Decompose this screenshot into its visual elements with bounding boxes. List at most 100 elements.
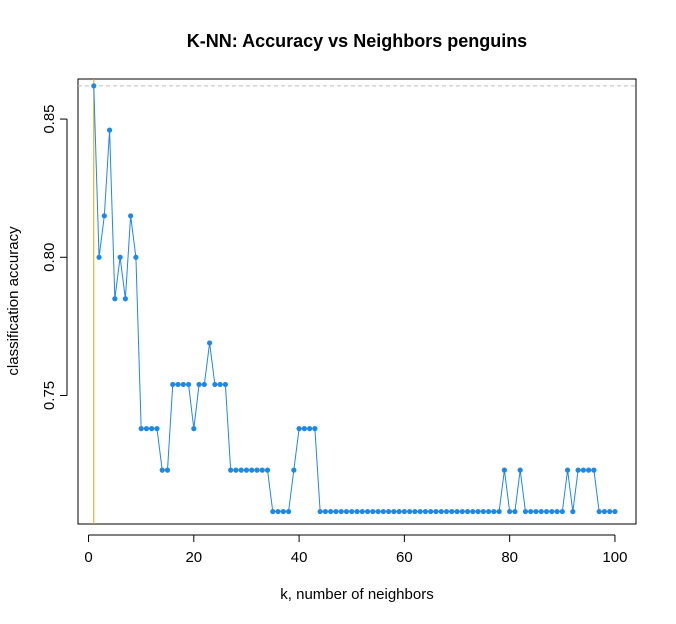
accuracy-point: [517, 467, 523, 473]
y-tick-label: 0.75: [41, 381, 58, 410]
accuracy-point: [164, 467, 171, 473]
accuracy-point: [222, 381, 228, 388]
plot-layer: 0 20 40 60 80 100 0.75 0.80 0.85: [41, 78, 637, 566]
x-tick-label: 20: [185, 549, 202, 566]
accuracy-point: [496, 508, 502, 515]
accuracy-point: [559, 508, 565, 515]
y-tick-label: 0.80: [41, 243, 58, 272]
x-tick-label: 0: [84, 549, 92, 566]
accuracy-point: [285, 508, 292, 515]
accuracy-point: [433, 508, 439, 515]
accuracy-point: [549, 508, 555, 515]
accuracy-point: [459, 508, 465, 515]
accuracy-point: [359, 508, 365, 515]
accuracy-point: [375, 508, 381, 515]
accuracy-point: [254, 467, 260, 473]
accuracy-point: [491, 508, 497, 515]
accuracy-point: [307, 426, 313, 432]
accuracy-point: [128, 213, 134, 219]
accuracy-point: [333, 508, 339, 515]
accuracy-point: [607, 508, 613, 515]
chart-title: K-NN: Accuracy vs Neighbors penguins: [187, 31, 527, 51]
accuracy-point: [343, 508, 350, 515]
accuracy-point: [101, 213, 107, 219]
accuracy-point: [301, 426, 307, 432]
accuracy-point: [154, 426, 160, 432]
accuracy-point: [175, 381, 181, 388]
accuracy-point: [354, 508, 360, 515]
accuracy-point: [106, 127, 113, 133]
accuracy-point: [275, 508, 281, 515]
accuracy-point: [349, 508, 355, 515]
accuracy-point: [243, 467, 250, 473]
y-tick-label: 0.85: [41, 104, 58, 133]
accuracy-point: [180, 381, 186, 388]
accuracy-point: [249, 467, 255, 473]
accuracy-point: [217, 381, 223, 388]
x-tick-label: 40: [291, 549, 308, 566]
accuracy-point: [396, 508, 402, 515]
accuracy-point: [133, 254, 139, 260]
accuracy-point: [533, 508, 539, 515]
accuracy-line: [93, 85, 615, 513]
accuracy-point: [417, 508, 423, 515]
accuracy-point: [486, 508, 492, 515]
accuracy-point: [201, 381, 207, 388]
accuracy-point: [170, 381, 176, 388]
accuracy-point: [191, 426, 197, 432]
accuracy-point: [454, 508, 460, 515]
accuracy-point: [228, 467, 234, 473]
accuracy-point: [596, 508, 602, 515]
accuracy-point: [270, 508, 276, 515]
accuracy-point: [291, 467, 297, 473]
accuracy-point: [212, 381, 218, 388]
accuracy-point: [138, 426, 144, 432]
accuracy-point: [317, 508, 323, 515]
accuracy-point: [159, 467, 165, 473]
x-tick-label: 60: [396, 549, 413, 566]
accuracy-point: [528, 508, 534, 515]
accuracy-point: [575, 467, 581, 473]
accuracy-point: [322, 508, 329, 515]
accuracy-point: [233, 467, 239, 473]
accuracy-point: [112, 296, 118, 302]
accuracy-point: [91, 83, 97, 89]
accuracy-point: [380, 508, 386, 515]
accuracy-point: [312, 426, 318, 432]
accuracy-point: [449, 508, 455, 515]
accuracy-point: [586, 467, 592, 473]
accuracy-point: [296, 426, 302, 432]
accuracy-point: [580, 467, 586, 473]
accuracy-point: [117, 254, 123, 260]
accuracy-point: [464, 508, 471, 515]
accuracy-point: [364, 508, 371, 515]
accuracy-point: [407, 508, 413, 515]
accuracy-point: [196, 381, 202, 388]
accuracy-point: [443, 508, 450, 515]
accuracy-point: [501, 467, 507, 473]
accuracy-point: [391, 508, 397, 515]
accuracy-point: [328, 508, 334, 515]
accuracy-point: [412, 508, 418, 515]
accuracy-point: [185, 381, 192, 388]
accuracy-point: [122, 296, 128, 302]
accuracy-point: [512, 508, 518, 515]
accuracy-point: [264, 467, 271, 473]
accuracy-point: [507, 508, 513, 515]
accuracy-point: [591, 467, 597, 473]
accuracy-point: [385, 508, 392, 515]
accuracy-point: [96, 254, 102, 260]
accuracy-point: [207, 340, 213, 346]
accuracy-point: [401, 508, 407, 515]
accuracy-point: [480, 508, 486, 515]
x-tick-label: 80: [501, 549, 518, 566]
accuracy-point: [612, 508, 618, 515]
accuracy-point: [143, 426, 150, 432]
accuracy-point: [538, 508, 544, 515]
plot-frame: [77, 78, 637, 525]
accuracy-point: [259, 467, 265, 473]
accuracy-point: [149, 426, 155, 432]
accuracy-point: [422, 508, 429, 515]
accuracy-point: [470, 508, 476, 515]
